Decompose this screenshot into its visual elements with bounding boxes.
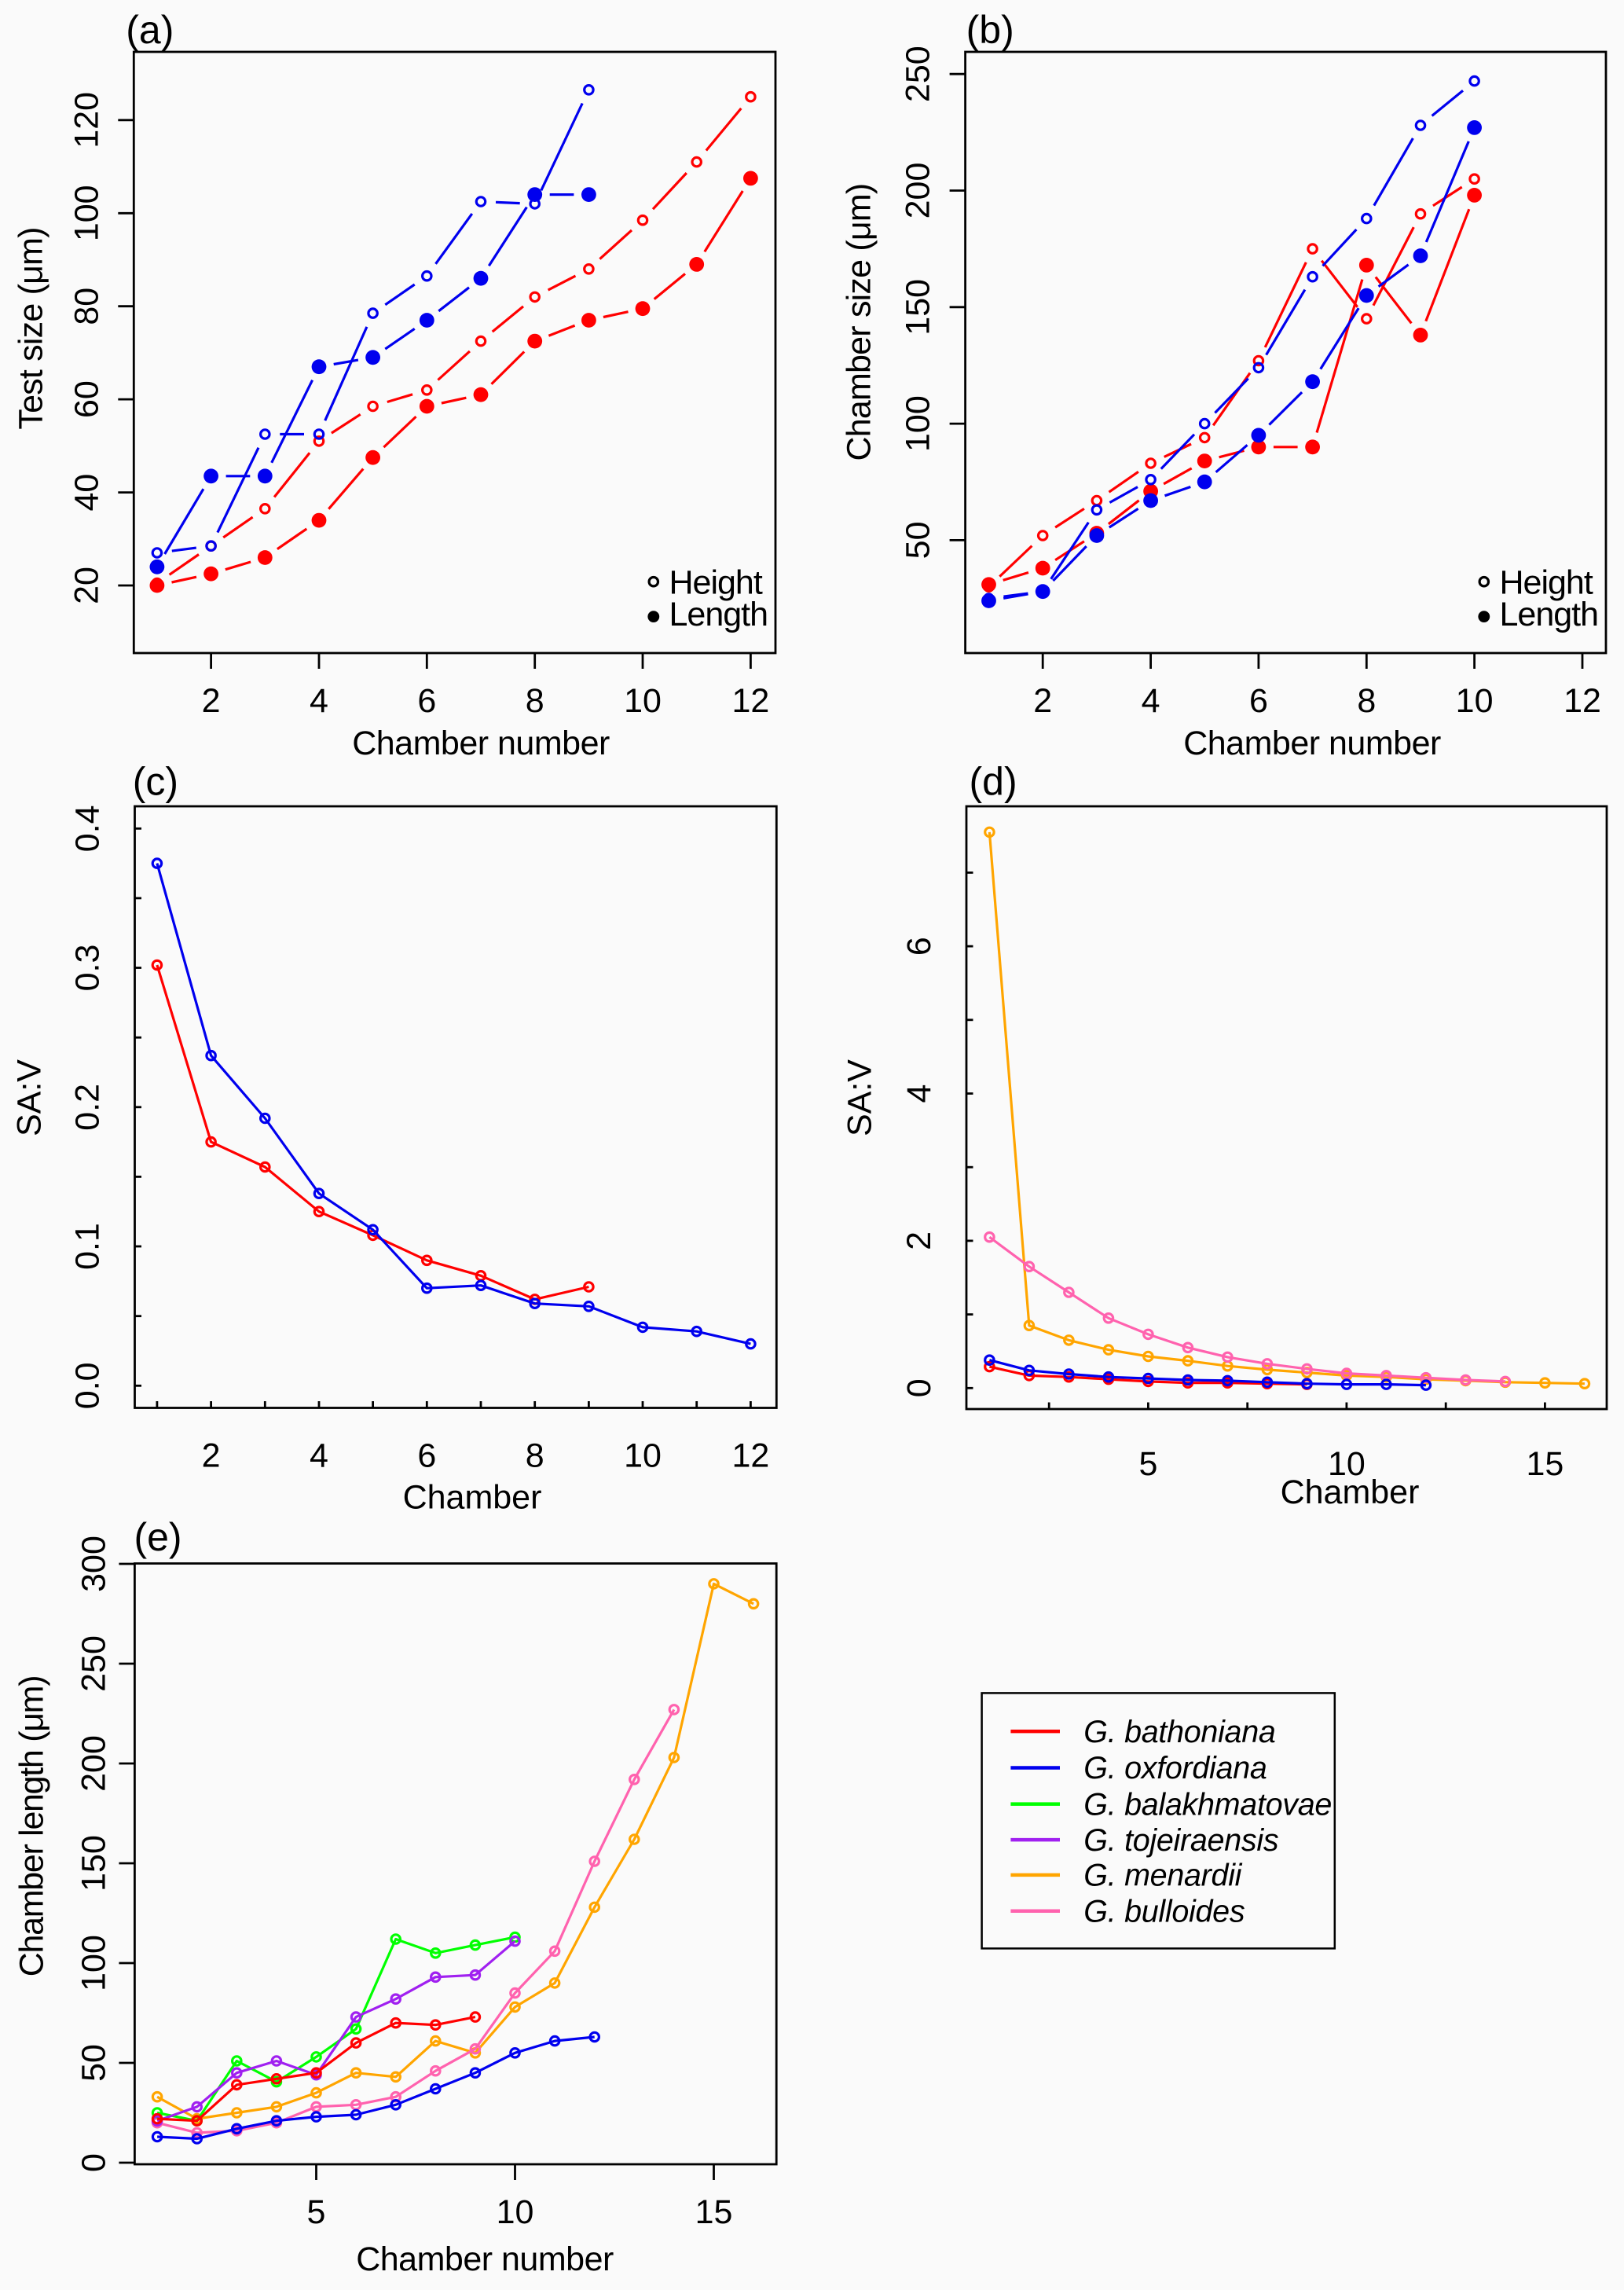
svg-text:120: 120 — [68, 92, 105, 149]
svg-text:Length: Length — [1500, 596, 1599, 633]
svg-text:200: 200 — [75, 1735, 112, 1792]
svg-text:10: 10 — [1456, 682, 1494, 720]
svg-text:15: 15 — [1526, 1445, 1564, 1483]
svg-text:(e): (e) — [134, 1515, 181, 1559]
svg-text:6: 6 — [417, 1437, 436, 1475]
svg-text:100: 100 — [900, 395, 937, 452]
svg-text:0: 0 — [75, 2153, 112, 2172]
svg-text:10: 10 — [624, 1437, 662, 1475]
svg-text:(a): (a) — [126, 8, 174, 52]
svg-text:0.3: 0.3 — [69, 945, 107, 992]
svg-text:10: 10 — [1328, 1445, 1366, 1483]
svg-text:5: 5 — [1138, 1445, 1157, 1483]
svg-text:Chamber: Chamber — [1281, 1473, 1420, 1511]
svg-text:G. bathoniana: G. bathoniana — [1083, 1715, 1275, 1749]
svg-text:250: 250 — [75, 1635, 112, 1692]
svg-text:0.2: 0.2 — [69, 1084, 107, 1131]
svg-text:(c): (c) — [133, 760, 178, 804]
svg-text:6: 6 — [1249, 682, 1268, 720]
svg-text:8: 8 — [526, 682, 544, 720]
svg-text:G. tojeiraensis: G. tojeiraensis — [1083, 1823, 1278, 1858]
svg-text:6: 6 — [900, 937, 938, 956]
svg-text:50: 50 — [75, 2044, 112, 2082]
svg-text:0.0: 0.0 — [69, 1362, 107, 1409]
svg-text:8: 8 — [526, 1437, 544, 1475]
svg-text:Test size (μm): Test size (μm) — [12, 227, 49, 429]
svg-text:80: 80 — [68, 288, 105, 325]
svg-text:Chamber length (μm): Chamber length (μm) — [13, 1676, 50, 1976]
svg-text:60: 60 — [68, 380, 105, 418]
svg-text:5: 5 — [307, 2193, 326, 2231]
svg-text:G. balakhmatovae: G. balakhmatovae — [1083, 1787, 1332, 1822]
svg-text:Height: Height — [669, 563, 763, 601]
svg-text:40: 40 — [68, 474, 105, 512]
svg-text:Chamber size (μm): Chamber size (μm) — [841, 184, 878, 461]
svg-text:G. menardii: G. menardii — [1083, 1859, 1242, 1893]
svg-text:150: 150 — [900, 279, 937, 336]
svg-text:250: 250 — [900, 46, 937, 102]
svg-text:(d): (d) — [970, 760, 1017, 804]
svg-text:100: 100 — [75, 1935, 112, 1991]
svg-text:10: 10 — [497, 2193, 534, 2231]
svg-text:150: 150 — [75, 1835, 112, 1892]
svg-text:12: 12 — [731, 1437, 769, 1475]
svg-text:2: 2 — [1033, 682, 1052, 720]
svg-text:0.1: 0.1 — [69, 1223, 107, 1270]
svg-text:4: 4 — [310, 1437, 328, 1475]
svg-text:Chamber: Chamber — [403, 1479, 542, 1517]
svg-text:(b): (b) — [966, 8, 1014, 52]
svg-text:Length: Length — [669, 596, 768, 633]
svg-text:0.4: 0.4 — [69, 805, 107, 852]
svg-text:4: 4 — [900, 1084, 938, 1103]
svg-text:10: 10 — [624, 682, 662, 720]
svg-text:2: 2 — [202, 1437, 221, 1475]
svg-text:4: 4 — [310, 682, 328, 720]
svg-text:50: 50 — [900, 521, 937, 559]
svg-text:Chamber number: Chamber number — [356, 2240, 614, 2278]
svg-text:2: 2 — [900, 1231, 938, 1250]
svg-text:Height: Height — [1500, 563, 1593, 601]
svg-text:0: 0 — [900, 1378, 938, 1397]
svg-text:12: 12 — [731, 682, 769, 720]
svg-text:2: 2 — [202, 682, 221, 720]
svg-text:SA:V: SA:V — [11, 1059, 49, 1136]
svg-text:200: 200 — [900, 163, 937, 219]
svg-text:SA:V: SA:V — [841, 1059, 879, 1136]
svg-text:12: 12 — [1564, 682, 1601, 720]
svg-text:Chamber number: Chamber number — [1183, 725, 1441, 762]
svg-text:Chamber number: Chamber number — [352, 725, 610, 762]
svg-text:4: 4 — [1142, 682, 1160, 720]
svg-text:20: 20 — [68, 567, 105, 604]
svg-text:6: 6 — [417, 682, 436, 720]
svg-text:300: 300 — [75, 1536, 112, 1592]
svg-text:15: 15 — [695, 2193, 733, 2231]
svg-text:G. oxfordiana: G. oxfordiana — [1083, 1751, 1267, 1785]
svg-text:100: 100 — [68, 185, 105, 241]
svg-text:8: 8 — [1357, 682, 1376, 720]
svg-text:G. bulloides: G. bulloides — [1083, 1894, 1245, 1929]
